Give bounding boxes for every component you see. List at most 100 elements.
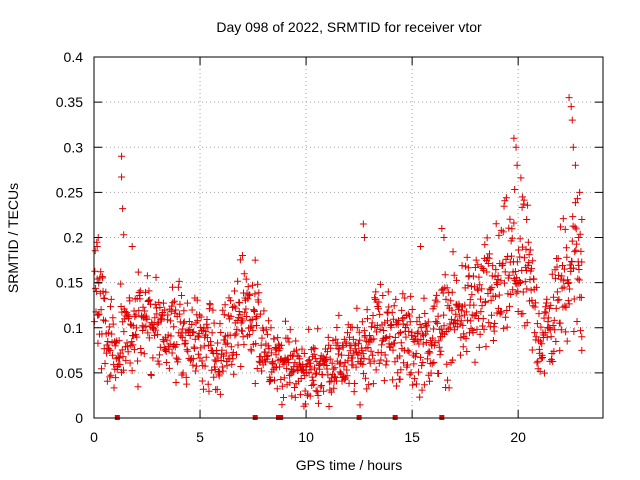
data-point [300, 349, 308, 357]
data-point [479, 315, 487, 323]
data-point [574, 275, 582, 283]
data-point [156, 343, 164, 351]
data-point [271, 376, 279, 384]
data-point [518, 203, 526, 211]
data-point [179, 325, 187, 333]
data-point [470, 301, 478, 309]
data-point [422, 338, 430, 346]
data-point [414, 337, 422, 345]
data-point [467, 317, 475, 325]
data-point [571, 248, 579, 256]
data-point [197, 344, 205, 352]
data-point [523, 319, 531, 327]
data-point [416, 321, 424, 329]
data-point [288, 367, 296, 375]
data-point [262, 326, 270, 334]
data-point [91, 247, 99, 255]
data-point [501, 197, 509, 205]
data-point [324, 333, 332, 341]
data-point [478, 322, 486, 330]
data-point [481, 241, 489, 249]
data-point [244, 283, 252, 291]
data-point [251, 379, 259, 387]
data-point [405, 327, 413, 335]
data-point [132, 311, 140, 319]
data-point [238, 252, 246, 260]
data-point [524, 238, 532, 246]
data-point [204, 324, 212, 332]
data-point [239, 333, 247, 341]
data-point [350, 388, 358, 396]
data-point [204, 380, 212, 388]
data-point [126, 359, 134, 367]
data-point [258, 367, 266, 375]
data-point [429, 325, 437, 333]
data-point [124, 348, 132, 356]
data-point [151, 300, 159, 308]
data-point [368, 319, 376, 327]
data-point [119, 366, 127, 374]
data-point [179, 319, 187, 327]
data-point [242, 275, 250, 283]
data-point [349, 354, 357, 362]
data-point [389, 315, 397, 323]
x-tick-label: 0 [90, 429, 98, 445]
data-point [416, 393, 424, 401]
data-point [254, 280, 262, 288]
data-point [231, 331, 239, 339]
y-axis-title: SRMTID / TECUs [5, 183, 21, 293]
data-point [285, 372, 293, 380]
data-point [492, 220, 500, 228]
data-point [263, 355, 271, 363]
data-point [249, 326, 257, 334]
data-point [578, 215, 586, 223]
data-point [334, 350, 342, 358]
data-point [105, 323, 113, 331]
data-point [363, 306, 371, 314]
data-point [240, 270, 248, 278]
data-point [516, 253, 524, 261]
data-point [338, 351, 346, 359]
data-point [123, 343, 131, 351]
data-point [164, 311, 172, 319]
data-point [310, 350, 318, 358]
data-point [524, 201, 532, 209]
data-point [482, 343, 490, 351]
data-point [384, 309, 392, 317]
data-point [432, 318, 440, 326]
data-point [533, 359, 541, 367]
y-tick-label: 0.1 [64, 320, 84, 336]
data-point [467, 325, 475, 333]
data-point [356, 401, 364, 409]
data-point [326, 355, 334, 363]
data-point [367, 347, 375, 355]
data-point [476, 281, 484, 289]
data-point [526, 246, 534, 254]
data-point [116, 361, 124, 369]
data-point [286, 326, 294, 334]
data-point [349, 335, 357, 343]
data-point [118, 173, 126, 181]
data-point [554, 296, 562, 304]
data-point [381, 351, 389, 359]
data-point [577, 293, 585, 301]
data-point [132, 324, 140, 332]
data-point [433, 291, 441, 299]
data-point [571, 161, 579, 169]
data-point [189, 361, 197, 369]
data-point [363, 385, 371, 393]
data-point [285, 338, 293, 346]
data-point [542, 303, 550, 311]
data-point [172, 379, 180, 387]
data-point [222, 340, 230, 348]
data-point [577, 327, 585, 335]
data-point [228, 360, 236, 368]
data-point [330, 384, 338, 392]
data-point [555, 296, 563, 304]
data-point [476, 330, 484, 338]
data-point [142, 323, 150, 331]
data-point [486, 250, 494, 258]
data-point [418, 386, 426, 394]
data-point [394, 369, 402, 377]
data-point [459, 343, 467, 351]
